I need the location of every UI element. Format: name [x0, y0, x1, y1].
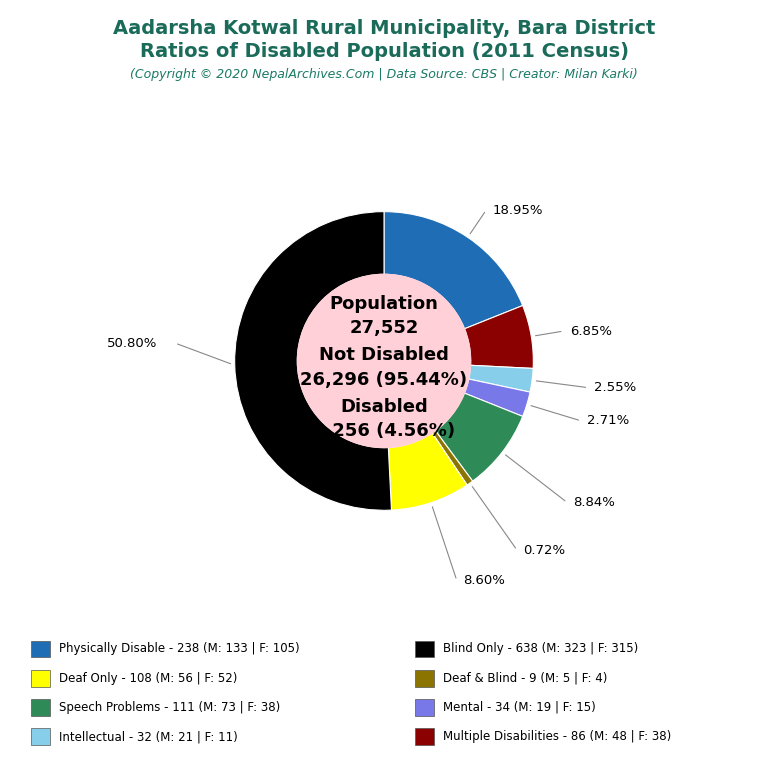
Text: Mental - 34 (M: 19 | F: 15): Mental - 34 (M: 19 | F: 15) [443, 701, 596, 713]
Wedge shape [235, 212, 392, 510]
Text: 50.80%: 50.80% [107, 336, 157, 349]
Text: Physically Disable - 238 (M: 133 | F: 105): Physically Disable - 238 (M: 133 | F: 10… [59, 643, 300, 655]
Wedge shape [468, 366, 533, 392]
Text: Multiple Disabilities - 86 (M: 48 | F: 38): Multiple Disabilities - 86 (M: 48 | F: 3… [443, 730, 671, 743]
Wedge shape [384, 212, 523, 329]
Wedge shape [465, 379, 530, 416]
Text: 8.84%: 8.84% [573, 496, 615, 509]
Wedge shape [465, 306, 533, 369]
Text: Ratios of Disabled Population (2011 Census): Ratios of Disabled Population (2011 Cens… [140, 42, 628, 61]
Wedge shape [432, 431, 472, 485]
Text: Speech Problems - 111 (M: 73 | F: 38): Speech Problems - 111 (M: 73 | F: 38) [59, 701, 280, 713]
Wedge shape [435, 393, 523, 482]
Text: Disabled: Disabled [340, 399, 428, 416]
Text: Aadarsha Kotwal Rural Municipality, Bara District: Aadarsha Kotwal Rural Municipality, Bara… [113, 19, 655, 38]
Text: 1,256 (4.56%): 1,256 (4.56%) [313, 422, 455, 440]
Text: Population: Population [329, 295, 439, 313]
Text: 2.55%: 2.55% [594, 381, 637, 394]
Text: 8.60%: 8.60% [463, 574, 505, 588]
Text: Not Disabled: Not Disabled [319, 346, 449, 364]
Text: 0.72%: 0.72% [523, 544, 565, 557]
Wedge shape [389, 433, 467, 510]
Text: Deaf Only - 108 (M: 56 | F: 52): Deaf Only - 108 (M: 56 | F: 52) [59, 672, 237, 684]
Text: Intellectual - 32 (M: 21 | F: 11): Intellectual - 32 (M: 21 | F: 11) [59, 730, 238, 743]
Text: 26,296 (95.44%): 26,296 (95.44%) [300, 372, 468, 389]
Text: Blind Only - 638 (M: 323 | F: 315): Blind Only - 638 (M: 323 | F: 315) [443, 643, 638, 655]
Text: 27,552: 27,552 [349, 319, 419, 337]
Circle shape [297, 274, 471, 448]
Text: Deaf & Blind - 9 (M: 5 | F: 4): Deaf & Blind - 9 (M: 5 | F: 4) [443, 672, 607, 684]
Text: 18.95%: 18.95% [492, 204, 543, 217]
Text: 6.85%: 6.85% [570, 325, 611, 337]
Text: (Copyright © 2020 NepalArchives.Com | Data Source: CBS | Creator: Milan Karki): (Copyright © 2020 NepalArchives.Com | Da… [130, 68, 638, 81]
Text: 2.71%: 2.71% [588, 415, 630, 428]
